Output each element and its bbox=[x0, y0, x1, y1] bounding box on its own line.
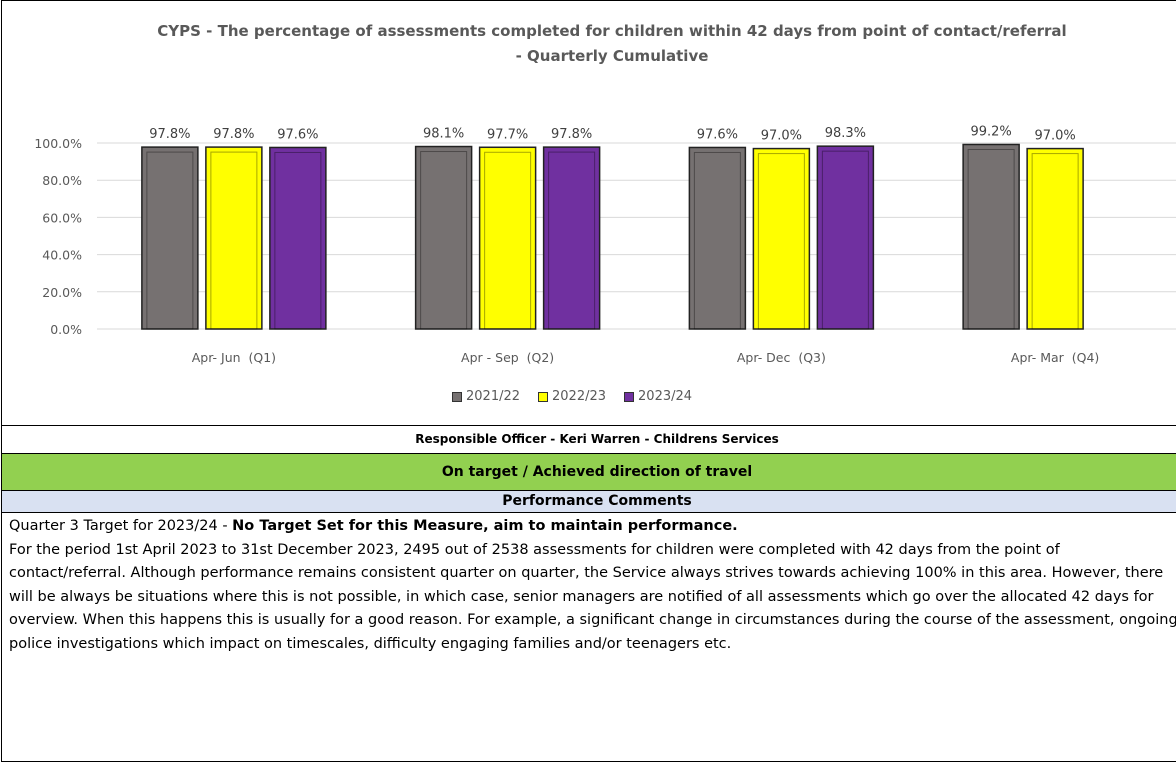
chart-legend: 2021/22 2022/23 2023/24 bbox=[452, 389, 692, 404]
x-tick-label: Apr- Mar (Q4) bbox=[1011, 350, 1099, 365]
y-tick-label: 0.0% bbox=[50, 322, 82, 337]
target-prefix: Quarter 3 Target for 2023/24 - bbox=[9, 518, 233, 534]
legend-label: 2023/24 bbox=[638, 389, 693, 404]
bar bbox=[269, 146, 327, 330]
bar-bevel bbox=[821, 150, 869, 330]
bar bbox=[141, 146, 199, 330]
data-label: 98.3% bbox=[825, 126, 866, 141]
bar-bevel bbox=[693, 151, 741, 330]
bar bbox=[752, 147, 811, 330]
y-tick-label: 60.0% bbox=[42, 210, 82, 225]
y-tick-label: 20.0% bbox=[42, 285, 82, 300]
bar bbox=[414, 145, 473, 330]
bar bbox=[962, 143, 1020, 330]
bar-bevel bbox=[757, 153, 805, 330]
bar bbox=[1026, 147, 1084, 330]
comments-paragraph: For the period 1st April 2023 to 31st De… bbox=[9, 541, 1176, 652]
legend-item: 2022/23 bbox=[538, 389, 606, 404]
x-tick-label: Apr- Dec (Q3) bbox=[737, 350, 826, 365]
bar-bevel bbox=[967, 148, 1015, 330]
legend-item: 2023/24 bbox=[624, 389, 692, 404]
bar bbox=[688, 146, 747, 330]
data-label: 97.6% bbox=[697, 127, 738, 142]
bar-bevel bbox=[548, 151, 596, 330]
x-tick-label: Apr- Jun (Q1) bbox=[192, 350, 276, 365]
bar bbox=[205, 146, 263, 330]
legend-item: 2021/22 bbox=[452, 389, 520, 404]
legend-label: 2021/22 bbox=[466, 389, 521, 404]
target-statement: Quarter 3 Target for 2023/24 - No Target… bbox=[9, 515, 1176, 539]
bar-bevel bbox=[274, 151, 322, 330]
y-tick-label: 40.0% bbox=[42, 248, 82, 263]
legend-swatch bbox=[538, 391, 549, 402]
data-label: 97.8% bbox=[551, 127, 592, 142]
target-bold: No Target Set for this Measure, aim to m… bbox=[232, 518, 738, 534]
bar bbox=[478, 146, 537, 330]
comments-header: Performance Comments bbox=[2, 491, 1176, 513]
data-label: 97.8% bbox=[149, 127, 190, 142]
comments-body: Quarter 3 Target for 2023/24 - No Target… bbox=[9, 515, 1176, 656]
y-tick-label: 100.0% bbox=[34, 136, 82, 151]
chart-area: CYPS - The percentage of assessments com… bbox=[2, 1, 1176, 426]
responsible-officer: Responsible Officer - Keri Warren - Chil… bbox=[2, 426, 1176, 454]
chart-title: CYPS - The percentage of assessments com… bbox=[157, 22, 1067, 65]
data-label: 97.8% bbox=[213, 127, 254, 142]
bar-bevel bbox=[1031, 153, 1079, 330]
bar bbox=[816, 145, 875, 330]
bar bbox=[542, 146, 601, 330]
data-label: 97.7% bbox=[487, 127, 528, 142]
bar-bevel bbox=[484, 151, 532, 330]
data-label: 97.0% bbox=[761, 129, 802, 144]
data-label: 97.0% bbox=[1034, 129, 1075, 144]
bar-bevel bbox=[420, 151, 468, 330]
legend-swatch bbox=[452, 391, 462, 402]
legend-swatch bbox=[624, 391, 635, 402]
status-banner: On target / Achieved direction of travel bbox=[2, 454, 1176, 491]
x-tick-label: Apr - Sep (Q2) bbox=[461, 350, 554, 365]
data-label: 98.1% bbox=[423, 127, 464, 142]
data-label: 99.2% bbox=[970, 124, 1011, 139]
data-label: 97.6% bbox=[277, 127, 318, 142]
legend-label: 2022/23 bbox=[552, 389, 607, 404]
bar-chart: 0.0% 20.0% 40.0% 60.0% 80.0% 100.0% 97.8% 97.8%… bbox=[34, 124, 1176, 365]
bar-bevel bbox=[146, 151, 194, 330]
bar-bevel bbox=[210, 151, 258, 330]
y-tick-label: 80.0% bbox=[42, 173, 82, 188]
